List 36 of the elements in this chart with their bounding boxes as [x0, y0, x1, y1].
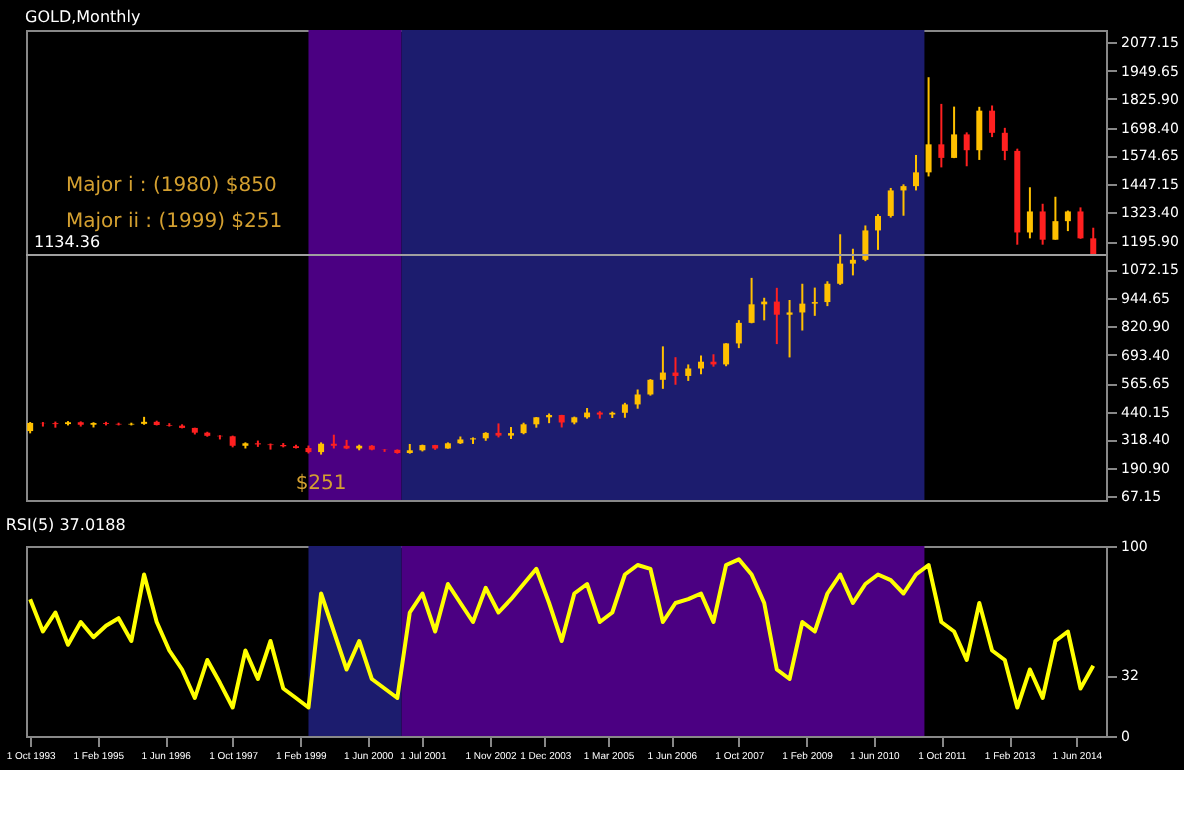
annotation: Major i : (1980) $850: [66, 175, 277, 198]
candlestick: [735, 319, 742, 350]
candlestick: [976, 105, 983, 161]
ref-line-label: 1134.36: [34, 232, 101, 251]
chart-title: GOLD,Monthly: [25, 8, 141, 26]
candlestick: [748, 276, 755, 325]
candlestick: [1090, 226, 1097, 257]
candlestick: [951, 105, 958, 160]
candlestick: [862, 224, 869, 263]
candlestick: [963, 131, 970, 168]
candlestick: [989, 104, 996, 139]
candlestick: [938, 102, 945, 169]
candlestick: [1077, 206, 1084, 240]
candlestick: [849, 247, 856, 277]
candlestick: [811, 286, 818, 317]
candlestick: [1052, 195, 1059, 241]
candlestick: [875, 213, 881, 251]
candlestick: [634, 388, 641, 410]
candlestick: [1026, 186, 1033, 240]
candlestick: [912, 153, 919, 192]
candlestick: [723, 342, 730, 368]
candlestick: [925, 76, 932, 178]
candlestick: [799, 282, 806, 332]
candlestick: [672, 356, 679, 386]
candlestick: [659, 345, 666, 390]
candlestick: [1039, 202, 1046, 246]
candlestick: [824, 280, 831, 308]
candlestick: [837, 233, 844, 286]
chart-title: RSI(5) 37.0188: [5, 516, 126, 534]
annotation: Major ii : (1999) $251: [66, 211, 283, 234]
line-series: [28, 557, 1096, 710]
candlestick: [887, 186, 894, 219]
candlestick: [773, 286, 780, 346]
candlestick: [900, 183, 907, 217]
candlestick: [1001, 126, 1008, 162]
candlestick: [786, 299, 793, 359]
